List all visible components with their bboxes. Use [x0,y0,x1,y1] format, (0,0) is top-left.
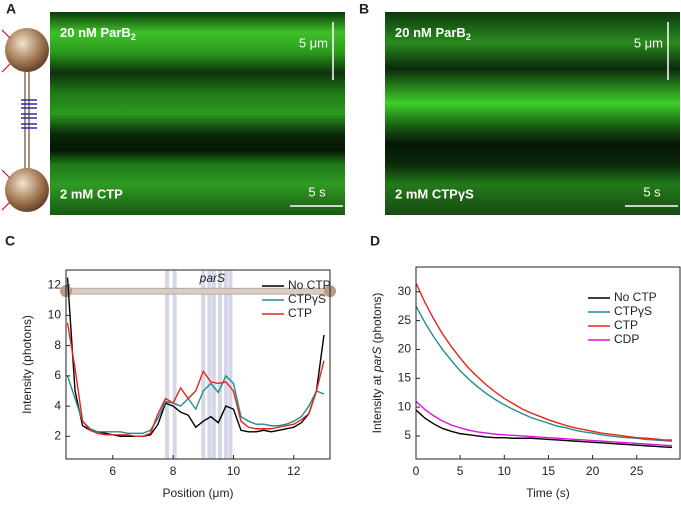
y-tick-label: 30 [398,284,412,298]
y-tick-label: 15 [398,370,412,384]
protein: 20 nM ParB [60,25,131,40]
series-line [416,282,673,441]
annotation: parS [199,271,225,285]
nucleotide-label: 2 mM CTPγS [395,186,474,201]
y-label-text: Intensity (photons) [20,315,34,414]
protein: 20 nM ParB [395,25,466,40]
plot-frame [65,269,331,460]
x-tick-label: 20 [586,464,600,478]
pars-site [165,270,170,459]
pars-site [201,270,206,459]
protein-label: 20 nM ParB2 [60,25,136,42]
y-tick-label: 8 [54,338,61,352]
kymograph [50,12,345,215]
panel-label: D [370,233,380,249]
legend-label: No CTP [288,278,331,292]
y-tick-label: 2 [54,428,61,442]
pars-site [211,270,216,459]
protein-subscript: 2 [466,32,471,42]
panel-label: C [5,233,15,249]
series-line [416,409,673,449]
x-tick-label: 25 [630,464,644,478]
x-axis-label: Position (μm) [163,486,234,500]
x-tick-label: 8 [170,464,177,478]
pars-site [172,270,177,459]
pars-site [207,270,212,459]
x-tick-label: 15 [542,464,556,478]
y-tick-label: 10 [48,308,62,322]
y-tick-label: 12 [48,277,62,291]
legend-label: CTPγS [614,304,652,318]
kymograph [385,12,680,215]
pars-site [217,270,222,459]
series-line [416,400,673,447]
series-line [66,374,325,434]
y-tick-label: 20 [398,342,412,356]
y-tick-label: 5 [404,428,411,442]
x-tick-label: 10 [498,464,512,478]
x-axis-label: Time (s) [526,486,570,500]
protein-subscript: 2 [131,32,136,42]
y-label-emphasis: parS [370,347,384,373]
time-scale: 5 s [643,184,661,199]
pars-site [228,270,233,459]
x-tick-label: 12 [287,464,301,478]
series-line [66,277,325,438]
panel-label: A [6,1,16,17]
y-label-text: Intensity at [370,372,384,433]
length-scale: 5 μm [299,35,328,50]
y-label-text: (photons) [370,293,384,347]
time-scale: 5 s [308,184,326,199]
y-tick-label: 10 [398,399,412,413]
pars-site [223,270,228,459]
x-tick-label: 10 [227,464,241,478]
series-group [66,277,325,438]
protein-label: 20 nM ParB2 [395,25,471,42]
nucleotide-label: 2 mM CTP [60,186,123,201]
bead-diagram [1,28,49,212]
y-axis-label: Intensity at parS (photons) [370,293,384,434]
legend-label: CTP [288,306,312,320]
y-tick-label: 25 [398,313,412,327]
series-line [66,322,325,438]
y-tick-label: 6 [54,368,61,382]
series-line [416,305,673,442]
length-scale: 5 μm [634,35,663,50]
legend-label: CDP [614,332,639,346]
y-tick-label: 4 [54,398,61,412]
x-tick-label: 0 [413,464,420,478]
legend-label: CTP [614,318,638,332]
panel-label: B [359,1,369,17]
legend-label: CTPγS [288,292,326,306]
y-axis-label: Intensity (photons) [20,315,34,414]
x-tick-label: 5 [457,464,464,478]
x-tick-label: 6 [109,464,116,478]
series-group [416,282,673,449]
legend-label: No CTP [614,290,657,304]
